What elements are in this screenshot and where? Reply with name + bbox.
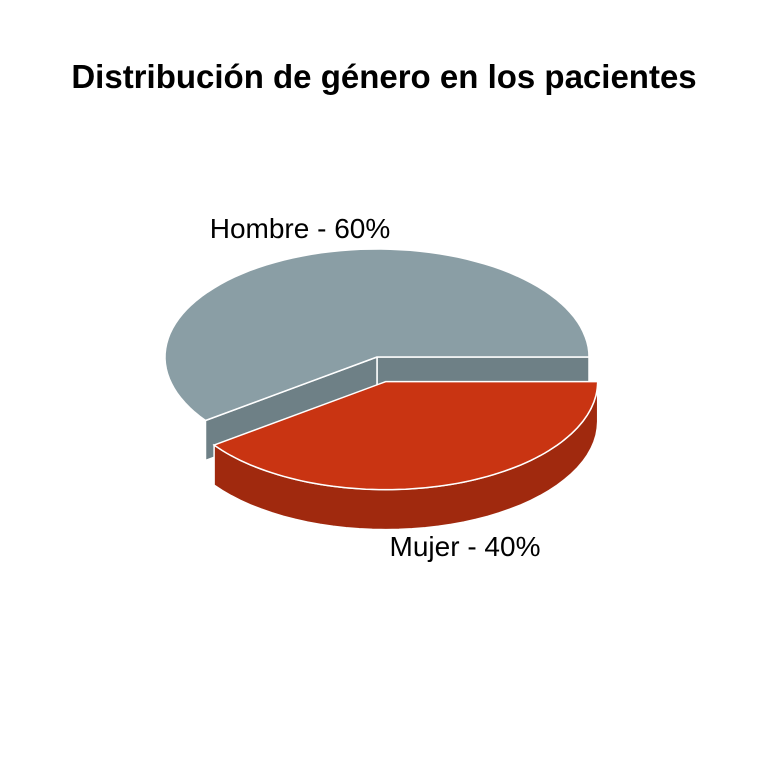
slice-top-hombre: [164, 248, 590, 422]
slice-top-mujer: [212, 380, 599, 491]
pie-tops: [164, 248, 599, 491]
slice-label-mujer: Mujer - 40%: [390, 531, 541, 562]
slice-label-hombre: Hombre - 60%: [210, 213, 391, 244]
chart-title: Distribución de género en los pacientes: [71, 58, 697, 95]
